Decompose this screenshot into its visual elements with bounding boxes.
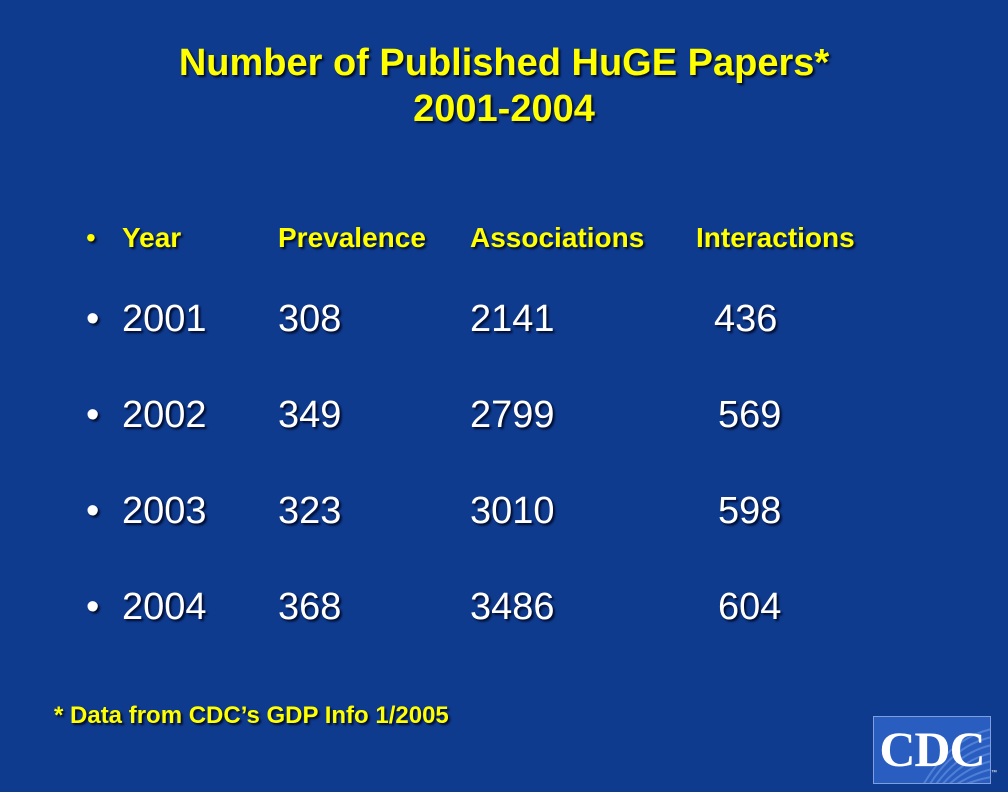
cdc-logo: CDC [873, 716, 991, 784]
title-line-1: Number of Published HuGE Papers* [178, 42, 830, 84]
cell-year: 2001 [122, 298, 207, 340]
bullet: • [86, 298, 100, 340]
cell-associations: 2141 [470, 298, 555, 340]
bullet: • [86, 222, 96, 253]
cell-interactions: 436 [714, 298, 778, 340]
cell-associations: 2799 [470, 394, 555, 436]
trademark-mark: ™ [991, 770, 997, 776]
cell-associations: 3486 [470, 586, 555, 628]
cell-prevalence: 368 [278, 586, 342, 628]
title-line-2: 2001-2004 [413, 88, 595, 130]
logo-stripes [923, 728, 990, 783]
logo-text: CDC [879, 721, 985, 777]
cell-interactions: 569 [718, 394, 782, 436]
footnote: * Data from CDC’s GDP Info 1/2005 [54, 702, 449, 729]
table-header-row: • Year Prevalence Associations Interacti… [0, 220, 1008, 270]
header-associations: Associations [470, 222, 645, 253]
cell-prevalence: 349 [278, 394, 342, 436]
table-row: • 2003 323 3010 598 [0, 488, 1008, 538]
table-row: • 2004 368 3486 604 [0, 584, 1008, 634]
table-row: • 2002 349 2799 569 [0, 392, 1008, 442]
cell-prevalence: 323 [278, 490, 342, 532]
cell-interactions: 604 [718, 586, 782, 628]
header-prevalence: Prevalence [278, 222, 426, 253]
cell-year: 2004 [122, 586, 207, 628]
bullet: • [86, 586, 100, 628]
cell-year: 2002 [122, 394, 207, 436]
cell-prevalence: 308 [278, 298, 342, 340]
table-row: • 2001 308 2141 436 [0, 296, 1008, 346]
bullet: • [86, 394, 100, 436]
slide-title: Number of Published HuGE Papers* 2001-20… [0, 40, 1008, 132]
bullet: • [86, 490, 100, 532]
cell-year: 2003 [122, 490, 207, 532]
header-interactions: Interactions [696, 222, 855, 253]
cell-interactions: 598 [718, 490, 782, 532]
cell-associations: 3010 [470, 490, 555, 532]
header-year: Year [122, 222, 182, 253]
